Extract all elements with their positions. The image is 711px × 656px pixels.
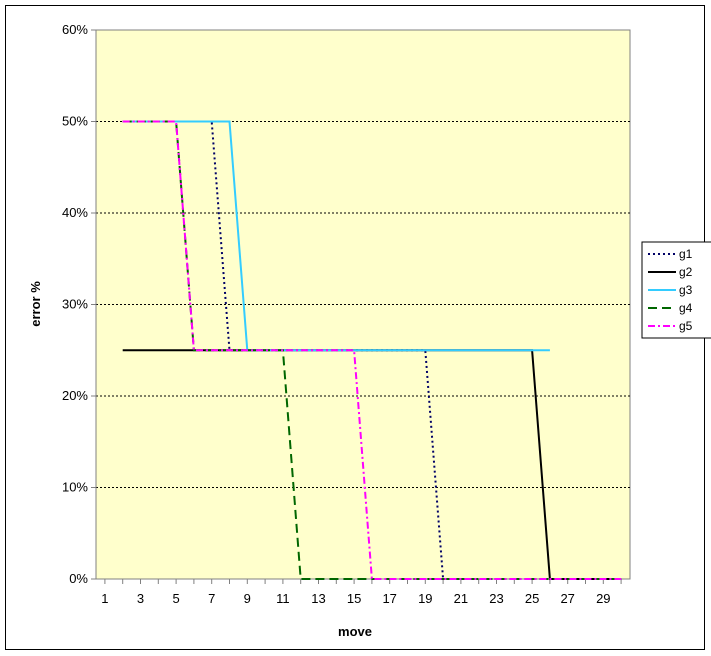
y-tick-label: 30% (62, 297, 88, 312)
series-line-g4 (122, 120, 622, 580)
x-tick-label: 9 (244, 591, 251, 606)
legend-label-g4: g4 (679, 301, 693, 315)
y-tick-label: 10% (62, 480, 88, 495)
legend-label-g5: g5 (679, 319, 693, 333)
y-tick-label: 50% (62, 114, 88, 129)
x-tick-label: 3 (137, 591, 144, 606)
x-tick-label: 5 (172, 591, 179, 606)
x-tick-label: 27 (560, 591, 574, 606)
x-tick-label: 17 (382, 591, 396, 606)
x-tick-label: 25 (525, 591, 539, 606)
x-tick-label: 21 (454, 591, 468, 606)
y-tick-label: 0% (69, 571, 88, 586)
x-tick-label: 29 (596, 591, 610, 606)
x-tick-label: 23 (489, 591, 503, 606)
x-tick-label: 19 (418, 591, 432, 606)
legend: g1 g2 g3 g4 g5 (641, 241, 711, 339)
x-tick-label: 11 (276, 591, 290, 606)
x-tick-label: 1 (101, 591, 108, 606)
series-layer (122, 120, 622, 580)
y-axis-title: error % (28, 281, 43, 327)
legend-label-g2: g2 (679, 265, 693, 279)
legend-label-g3: g3 (679, 283, 693, 297)
legend-label-g1: g1 (679, 247, 693, 261)
y-tick-label: 60% (62, 22, 88, 37)
x-tick-label: 7 (208, 591, 215, 606)
x-tick-label: 13 (311, 591, 325, 606)
y-tick-label: 40% (62, 205, 88, 220)
y-tick-label: 20% (62, 388, 88, 403)
x-tick-label: 15 (347, 591, 361, 606)
x-axis-title: move (338, 624, 372, 639)
